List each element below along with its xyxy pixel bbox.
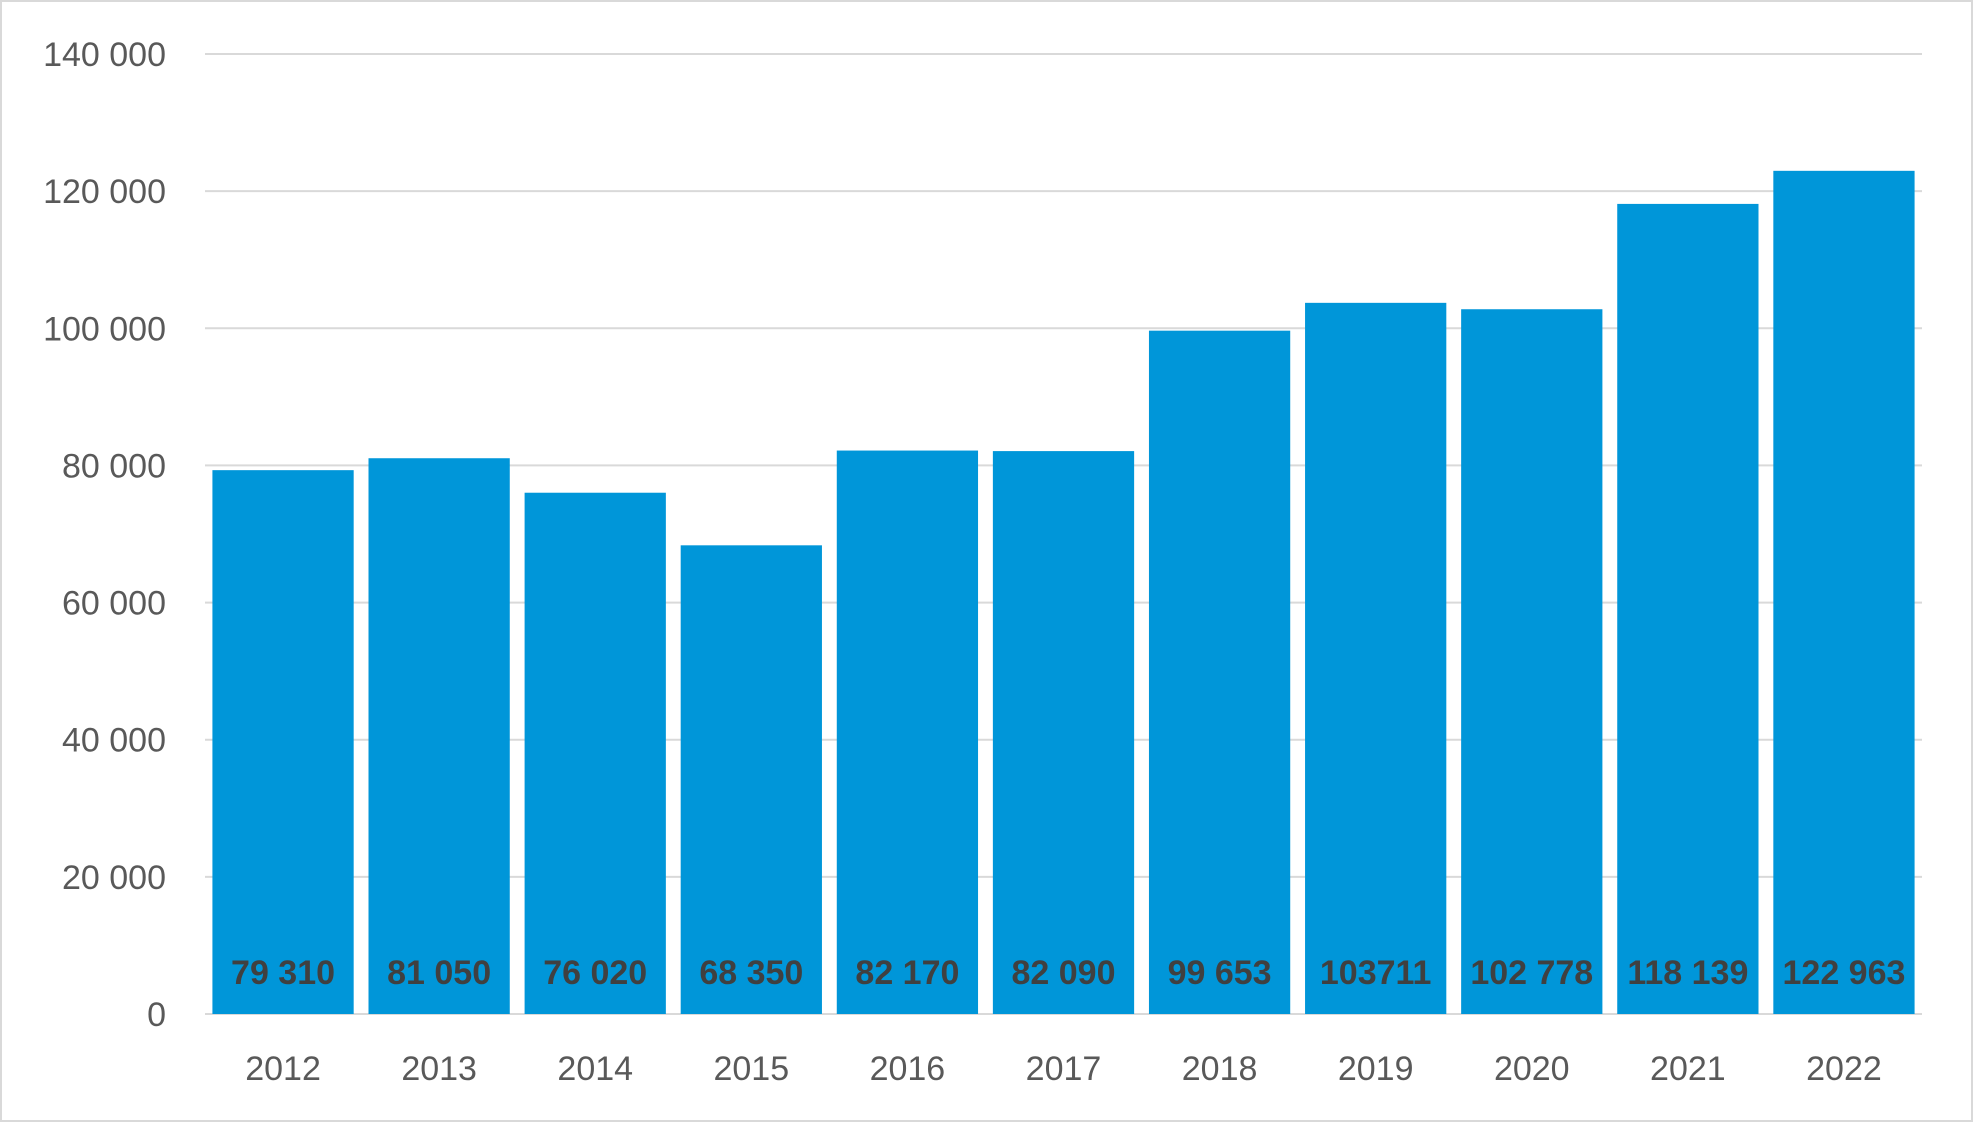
y-tick-label: 40 000	[62, 722, 166, 760]
bar-2021	[1617, 203, 1759, 1015]
bar-2018	[1148, 330, 1291, 1014]
y-tick-label: 140 000	[43, 36, 166, 74]
bar-2017	[992, 451, 1135, 1014]
bar-2019	[1305, 302, 1447, 1014]
x-tick-label: 2015	[713, 1050, 789, 1088]
data-label-2015: 68 350	[699, 954, 803, 992]
data-label-2020: 102 778	[1470, 954, 1593, 992]
data-label-2018: 99 653	[1168, 954, 1272, 992]
y-tick-label: 80 000	[62, 447, 166, 485]
y-tick-label: 20 000	[62, 859, 166, 897]
x-tick-label: 2014	[557, 1050, 633, 1088]
bar-2012	[212, 470, 354, 1014]
bar-2014	[524, 492, 666, 1015]
data-label-2013: 81 050	[387, 954, 491, 992]
data-label-2019: 103711	[1320, 954, 1432, 992]
x-tick-label: 2018	[1182, 1050, 1258, 1088]
x-tick-label: 2016	[870, 1050, 946, 1088]
x-tick-label: 2017	[1026, 1050, 1102, 1088]
y-tick-label: 100 000	[43, 310, 166, 348]
x-tick-label: 2021	[1650, 1050, 1726, 1088]
data-label-2014: 76 020	[543, 954, 647, 992]
y-tick-label: 60 000	[62, 585, 166, 623]
bar-2015	[680, 545, 822, 1014]
data-label-2017: 82 090	[1012, 954, 1116, 992]
x-tick-label: 2022	[1806, 1050, 1882, 1088]
x-tick-label: 2012	[245, 1050, 321, 1088]
x-axis-tick-labels: 2012 2013 2014 2015 2016 2017 2018 2019 2020 2021…	[245, 1050, 1882, 1088]
bar-2020	[1461, 309, 1603, 1014]
bar-2016	[836, 450, 979, 1014]
x-tick-label: 2020	[1494, 1050, 1570, 1088]
x-tick-label: 2013	[401, 1050, 477, 1088]
y-tick-label: 0	[147, 996, 166, 1034]
y-axis-tick-labels: 0 20 000 40 000 60 000 80 000 100 000 120 000 1…	[43, 36, 166, 1034]
data-labels: 79 310 81 050 76 020 68 350 82 170 82 090 99 6…	[231, 954, 1905, 992]
y-tick-label: 120 000	[43, 173, 166, 211]
bar-2013	[368, 458, 510, 1014]
data-label-2021: 118 139	[1627, 954, 1748, 992]
data-label-2012: 79 310	[231, 954, 335, 992]
x-tick-label: 2019	[1338, 1050, 1414, 1088]
bars	[212, 170, 1915, 1015]
data-label-2022: 122 963	[1783, 954, 1906, 992]
data-label-2016: 82 170	[855, 954, 959, 992]
bar-2022	[1773, 170, 1915, 1015]
